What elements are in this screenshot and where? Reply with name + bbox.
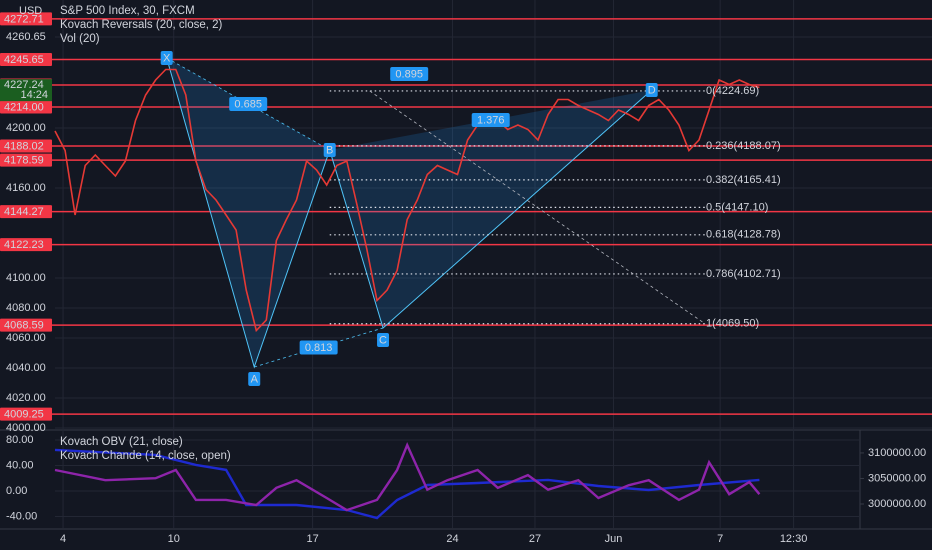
pattern-point xyxy=(248,371,261,386)
last-price-tag xyxy=(0,79,52,102)
level-tag xyxy=(0,407,52,421)
y-tick-label: 4160.00 xyxy=(6,182,46,194)
level-label: 4068.59 xyxy=(4,320,44,332)
x-tick-label: 27 xyxy=(529,533,541,545)
level-label: 4272.71 xyxy=(4,13,44,25)
pattern-point-label: X xyxy=(163,52,171,64)
level-label: 4178.59 xyxy=(4,155,44,167)
level-label: 4188.02 xyxy=(4,140,44,152)
level-label: 4245.65 xyxy=(4,54,44,66)
y-tick-label: 80.00 xyxy=(6,434,34,446)
legend-indicator: Kovach Chande (14, close, open) xyxy=(60,450,231,462)
pattern-point xyxy=(323,143,336,158)
level-tag xyxy=(0,53,52,67)
legend-title: S&P 500 Index, 30, FXCM xyxy=(60,5,195,17)
x-tick-label: 17 xyxy=(306,533,318,545)
y-tick-label: 4000.00 xyxy=(6,422,46,434)
x-tick-label: 10 xyxy=(168,533,180,545)
y-tick-label: 4080.00 xyxy=(6,302,46,314)
fib-label: 0.786(4102.71) xyxy=(706,268,781,280)
fib-label: 0.236(4188.07) xyxy=(706,140,781,152)
y-tick-label: 4020.00 xyxy=(6,392,46,404)
fib-trend xyxy=(369,90,706,325)
pattern-dash xyxy=(166,57,330,151)
y-tick-label: -40.00 xyxy=(6,510,37,522)
fib-label: 0.5(4147.10) xyxy=(706,201,768,213)
ratio-tag xyxy=(229,96,268,111)
ratio-tag xyxy=(471,113,510,128)
level-label: 4122.23 xyxy=(4,239,44,251)
level-tag xyxy=(0,12,52,26)
fib-label: 1(4069.50) xyxy=(706,318,759,330)
fib-label: 0.382(4165.41) xyxy=(706,174,781,186)
y2-tick-label: 3100000.00 xyxy=(868,447,926,459)
pattern-point xyxy=(645,83,658,98)
legend-indicator: Vol (20) xyxy=(60,33,100,45)
y-tick-label: 4060.00 xyxy=(6,332,46,344)
y-tick-label: 4260.65 xyxy=(6,31,46,43)
ratio-label: 0.895 xyxy=(395,68,423,80)
x-tick-label: 24 xyxy=(446,533,458,545)
last-price-label: 4227.24 xyxy=(4,79,44,91)
level-label: 4144.27 xyxy=(4,206,44,218)
y-tick-label: 4200.00 xyxy=(6,122,46,134)
pattern-point xyxy=(377,332,390,347)
fib-label: 0.618(4128.78) xyxy=(706,229,781,241)
x-tick-label: 12:30 xyxy=(780,533,808,545)
pattern-fill xyxy=(329,90,652,328)
level-tag xyxy=(0,318,52,332)
ratio-tag xyxy=(299,340,338,355)
pattern-point xyxy=(160,50,173,65)
x-tick-label: Jun xyxy=(605,533,623,545)
pattern-fill xyxy=(166,57,330,367)
level-tag xyxy=(0,100,52,114)
level-label: 4214.00 xyxy=(4,101,44,113)
level-tag xyxy=(0,238,52,252)
y-tick-label: 4100.00 xyxy=(6,272,46,284)
y-tick-label: 4040.00 xyxy=(6,362,46,374)
ratio-tag xyxy=(390,66,429,81)
y-tick-label: 40.00 xyxy=(6,459,34,471)
fib-label: 0(4224.69) xyxy=(706,85,759,97)
level-tag xyxy=(0,205,52,219)
ratio-label: 0.685 xyxy=(234,98,262,110)
x-tick-label: 4 xyxy=(60,533,66,545)
level-tag xyxy=(0,153,52,167)
x-tick-label: 7 xyxy=(717,533,723,545)
y2-tick-label: 3050000.00 xyxy=(868,472,926,484)
ratio-label: 1.376 xyxy=(477,114,505,126)
indicator-line xyxy=(54,442,761,512)
pattern-point-label: A xyxy=(251,373,259,385)
pattern-point-label: B xyxy=(326,144,333,156)
level-tag xyxy=(0,139,52,153)
pattern-point-label: C xyxy=(379,334,387,346)
price-line xyxy=(54,68,760,333)
currency: USD xyxy=(19,5,42,17)
pattern-point-label: D xyxy=(648,84,656,96)
level-label: 4009.25 xyxy=(4,409,44,421)
y-tick-label: 0.00 xyxy=(6,485,27,497)
legend-indicator: Kovach OBV (21, close) xyxy=(60,436,183,448)
ratio-label: 0.813 xyxy=(305,342,333,354)
countdown-label: 14:24 xyxy=(20,89,48,101)
legend-indicator: Kovach Reversals (20, close, 2) xyxy=(60,19,223,31)
y2-tick-label: 3000000.00 xyxy=(868,498,926,510)
